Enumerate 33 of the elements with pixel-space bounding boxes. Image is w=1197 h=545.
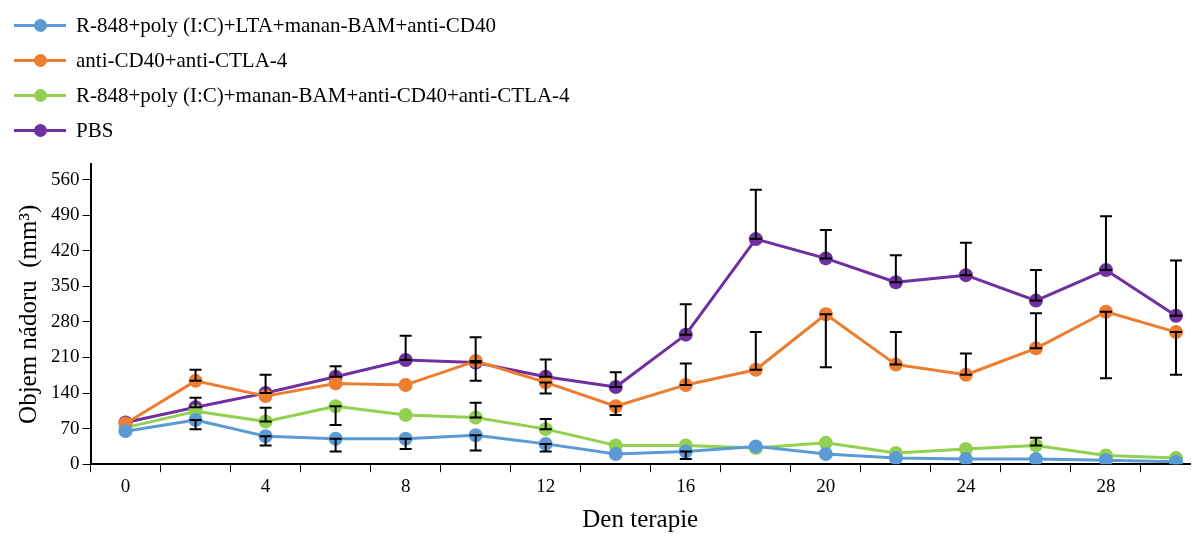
y-axis-title: Objem nádoru (mm³)	[13, 204, 42, 424]
y-tick-label: 0	[70, 452, 80, 474]
legend-label: R-848+poly (I:C)+LTA+manan-BAM+anti-CD40	[76, 13, 496, 38]
y-tick-label: 140	[51, 381, 80, 403]
x-tick-label: 8	[400, 474, 411, 496]
x-tick-label: 0	[120, 474, 131, 496]
point	[118, 424, 133, 439]
y-tick-label: 210	[51, 345, 80, 367]
x-tick-label: 20	[816, 474, 836, 496]
y-tick-label: 280	[51, 309, 80, 331]
y-tick-label: 350	[51, 274, 80, 296]
point	[328, 376, 343, 391]
x-axis-title: Den terapie	[582, 504, 699, 532]
legend-label: PBS	[76, 118, 114, 143]
y-tick-label: 420	[51, 238, 80, 260]
x-tick-label: 4	[260, 474, 271, 496]
point	[398, 407, 413, 422]
legend-label: R-848+poly (I:C)+manan-BAM+anti-CD40+anti-CTLA-4	[76, 83, 570, 108]
y-tick-label: 70	[60, 416, 80, 438]
point	[958, 452, 973, 465]
point	[818, 447, 833, 462]
point	[1028, 452, 1043, 465]
legend-label: anti-CD40+anti-CTLA-4	[76, 48, 288, 73]
x-tick-label: 12	[536, 474, 556, 496]
x-tick-label: 24	[956, 474, 976, 496]
y-tick-label: 490	[51, 203, 80, 225]
x-tick-label: 28	[1096, 474, 1116, 496]
point	[1098, 453, 1113, 465]
point	[398, 377, 413, 392]
y-tick-label: 560	[51, 167, 80, 189]
x-tick-label: 16	[676, 474, 696, 496]
point	[608, 447, 623, 462]
point	[888, 451, 903, 465]
